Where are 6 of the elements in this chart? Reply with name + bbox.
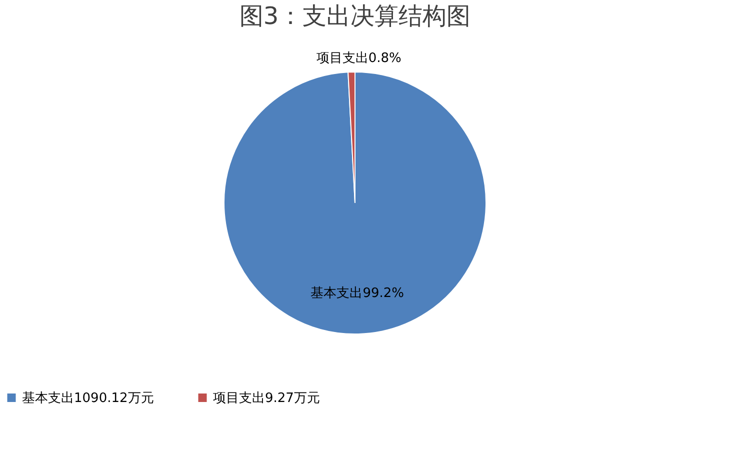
data-label: 项目支出0.8% xyxy=(316,51,402,66)
data-label: 基本支出99.2% xyxy=(310,286,404,301)
legend-label: 基本支出1090.12万元 xyxy=(22,390,154,406)
legend-label: 项目支出9.27万元 xyxy=(213,390,320,406)
pie-slice xyxy=(224,72,486,334)
chart-title: 图3：支出决算结构图 xyxy=(239,2,471,30)
